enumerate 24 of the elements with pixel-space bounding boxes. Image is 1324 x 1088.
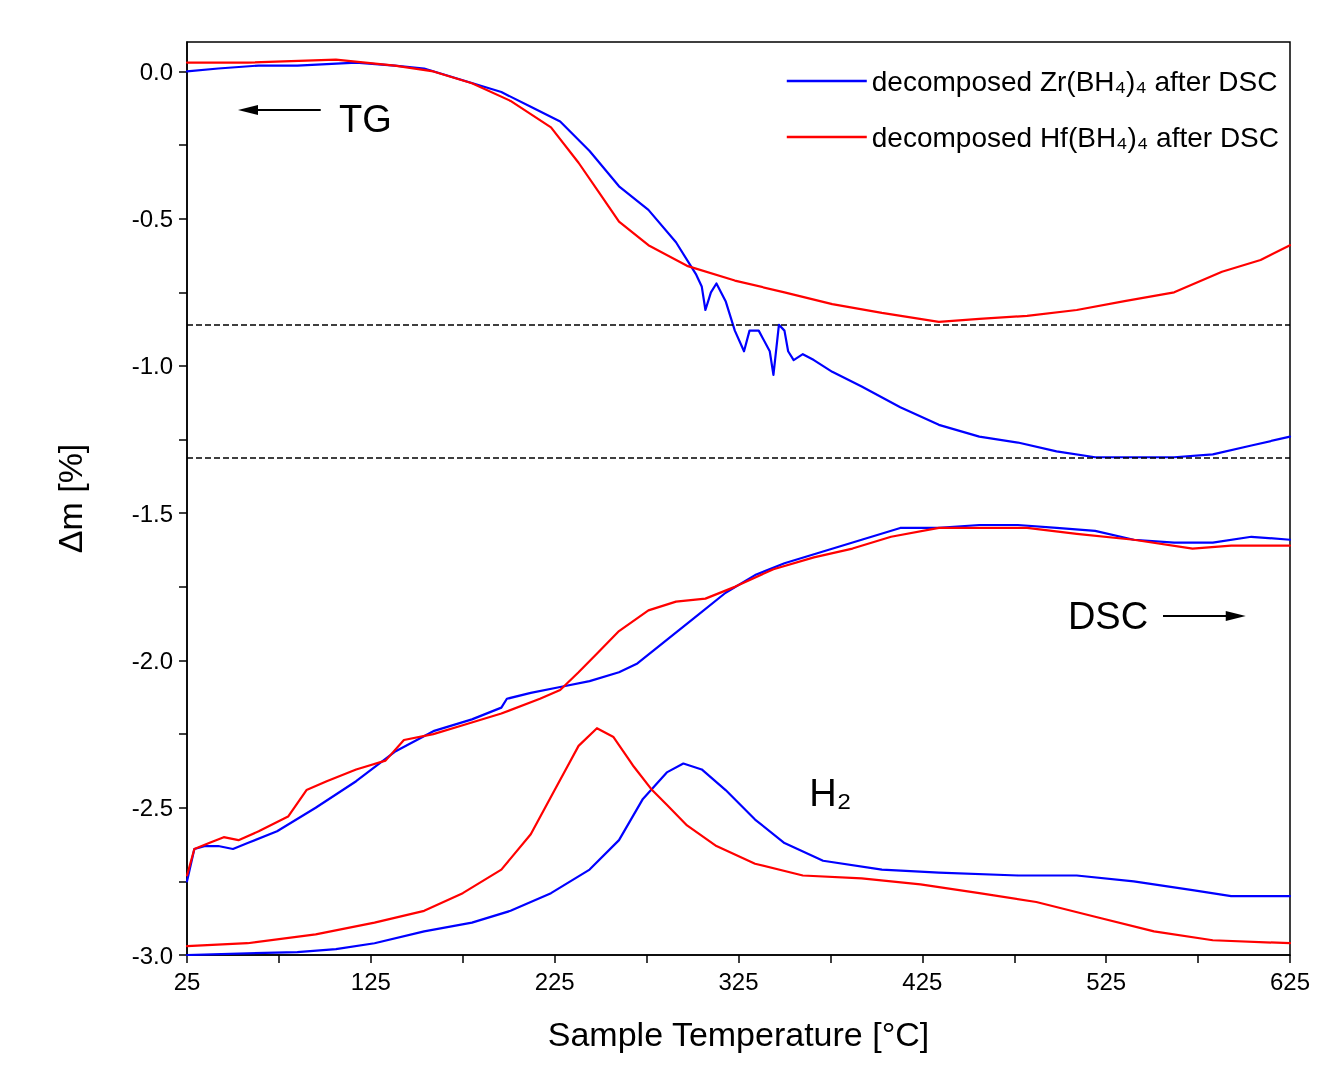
legend-label: decomposed Zr(BH₄)₄ after DSC [871,65,1278,97]
x-tick-label: 625 [1269,967,1311,995]
y-tick-label: 0.0 [139,57,173,85]
x-tick-label: 425 [902,967,943,995]
y-tick-label: -3.0 [131,941,173,969]
y-tick-label: -0.5 [131,205,173,233]
line-series [185,727,1292,948]
y-tick-label: -1.5 [131,499,173,527]
x-tick-label: 25 [173,967,201,995]
y-tick-label: -2.5 [131,794,173,822]
y-tick-label: -1.0 [131,352,173,380]
x-tick-label: 325 [718,967,759,995]
y-axis-title: Δm [%] [51,443,89,554]
x-tick-label: 225 [534,967,575,995]
annotation: H₂ [809,772,852,815]
line-series [185,58,1292,323]
annotation: TG [338,97,392,140]
y-tick-label: -2.0 [131,646,173,674]
legend-label: decomposed Hf(BH₄)₄ after DSC [871,121,1279,153]
x-tick-label: 125 [350,967,391,995]
line-series [185,61,1292,459]
x-tick-label: 525 [1086,967,1127,995]
x-axis-title: Sample Temperature [°C] [547,1015,930,1053]
annotation: DSC [1067,595,1149,638]
